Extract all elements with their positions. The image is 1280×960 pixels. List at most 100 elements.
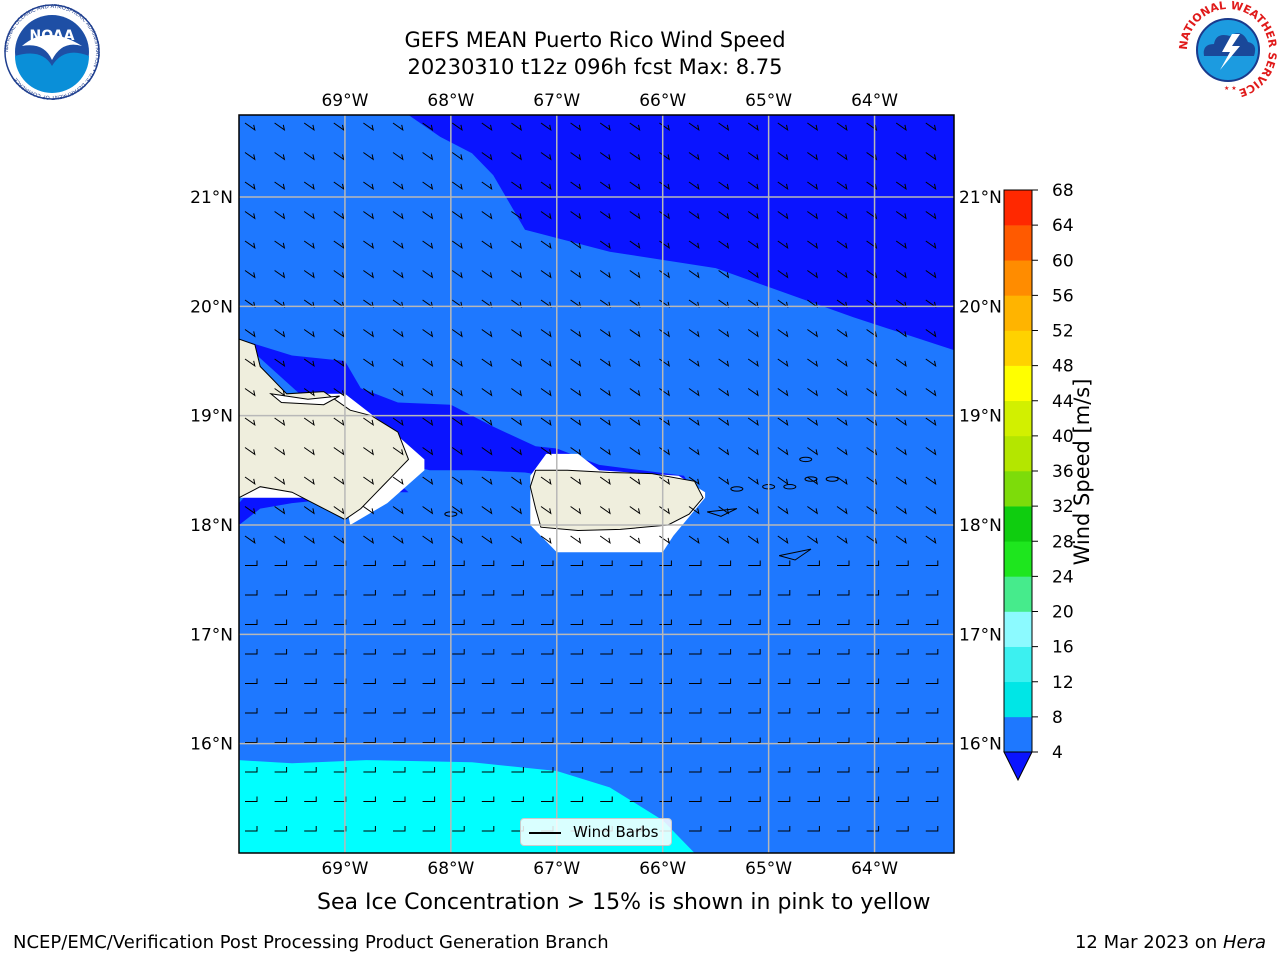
wind-barb: [777, 649, 791, 655]
wind-barb: [570, 649, 584, 655]
wind-barb: [540, 329, 552, 338]
lon-tick-label-top: 66°W: [639, 91, 686, 111]
wind-barb: [747, 211, 759, 220]
wind-barb: [392, 211, 404, 220]
wind-barb: [274, 767, 288, 773]
wind-barb: [866, 737, 880, 743]
wind-barb: [541, 678, 554, 684]
colorbar-segment: [1004, 400, 1032, 437]
wind-barb: [481, 708, 495, 714]
wind-barb: [363, 329, 374, 338]
wind-barb: [422, 560, 436, 566]
wind-barb: [896, 590, 909, 596]
wind-barb: [925, 329, 937, 338]
wind-barb: [303, 447, 315, 456]
wind-barb: [718, 767, 732, 773]
wind-barb: [244, 122, 256, 132]
wind-barb: [866, 358, 878, 368]
lat-tick-label-left: 21°N: [190, 188, 233, 208]
wind-barb: [925, 678, 939, 684]
wind-barb: [392, 506, 404, 515]
wind-barb: [629, 417, 641, 427]
wind-barb: [304, 826, 317, 832]
wind-barb: [511, 737, 524, 743]
noaa-logo: NATIONAL OCEANIC AND ATMOSPHERIC ADMINIS…: [4, 4, 100, 100]
colorbar-tick-label: 36: [1052, 462, 1074, 482]
wind-barb: [570, 535, 582, 545]
wind-barb: [777, 152, 789, 161]
wind-barb: [747, 358, 759, 368]
wind-barb: [304, 649, 317, 655]
wind-barb: [244, 181, 256, 191]
wind-barb: [689, 737, 702, 743]
wind-barb: [866, 329, 878, 338]
wind-barb: [481, 678, 495, 684]
colorbar-segment: [1004, 190, 1032, 226]
wind-barb: [718, 708, 732, 714]
wind-barb: [807, 590, 820, 596]
colorbar-segment: [1004, 330, 1032, 366]
wind-barb: [245, 708, 258, 714]
wind-barb: [393, 649, 406, 655]
wind-barb: [481, 506, 493, 515]
wind-barb: [363, 211, 374, 220]
wind-barb: [392, 447, 404, 456]
wind-barb: [303, 152, 315, 161]
wind-barb: [600, 737, 613, 743]
wind-barb: [777, 358, 789, 368]
wind-barb: [244, 417, 256, 427]
wind-barb: [422, 181, 434, 191]
colorbar-tick-label: 28: [1052, 532, 1074, 552]
wind-barb: [629, 447, 641, 456]
wind-barb: [748, 826, 761, 832]
colorbar-tick-label: 52: [1052, 322, 1074, 342]
wind-barb: [393, 590, 406, 596]
wind-barb: [333, 590, 347, 596]
wind-barb: [511, 152, 522, 161]
colorbar-tick-label: 64: [1052, 216, 1074, 236]
wind-barb: [895, 329, 907, 338]
wind-barb: [540, 476, 552, 486]
wind-barb: [777, 826, 791, 832]
wind-barb: [333, 270, 345, 279]
colorbar-tick-label: 8: [1052, 708, 1063, 728]
colorbar-extend-arrow: [1003, 751, 1033, 782]
wind-barb: [689, 590, 702, 596]
wind-barb: [570, 560, 584, 566]
lon-tick-label-top: 69°W: [321, 91, 368, 111]
wind-barb: [777, 560, 791, 566]
wind-barb: [718, 447, 730, 456]
wind-barb: [540, 211, 552, 220]
wind-barb: [452, 826, 465, 832]
small-island: [799, 456, 813, 463]
wind-barb: [274, 122, 286, 132]
wind-barb: [541, 796, 554, 802]
wind-barb: [925, 122, 937, 132]
samana-bay: [269, 393, 340, 406]
wind-barb: [363, 506, 374, 515]
wind-barb: [570, 211, 582, 220]
wind-barb: [274, 678, 288, 684]
wind-barb: [274, 240, 286, 250]
wind-barb: [274, 388, 286, 397]
wind-barb: [422, 649, 436, 655]
wind-barb: [599, 240, 611, 250]
wind-barb: [570, 329, 582, 338]
wind-barb: [422, 708, 436, 714]
wind-barb: [244, 506, 256, 515]
wind-barb: [895, 506, 907, 515]
wind-barb: [895, 535, 907, 545]
wind-barb: [333, 708, 347, 714]
puerto-rico-land: [529, 469, 704, 532]
wind-barb: [363, 560, 376, 566]
wind-barb: [747, 447, 759, 456]
svg-text:★ ★: ★ ★: [1224, 85, 1237, 92]
wind-barb: [540, 270, 552, 279]
wind-barb: [718, 678, 732, 684]
wind-barb: [540, 122, 552, 132]
wind-barb: [688, 240, 700, 250]
colorbar-segment: [1004, 576, 1032, 612]
wind-barb: [511, 270, 522, 279]
wind-barb: [837, 796, 850, 802]
